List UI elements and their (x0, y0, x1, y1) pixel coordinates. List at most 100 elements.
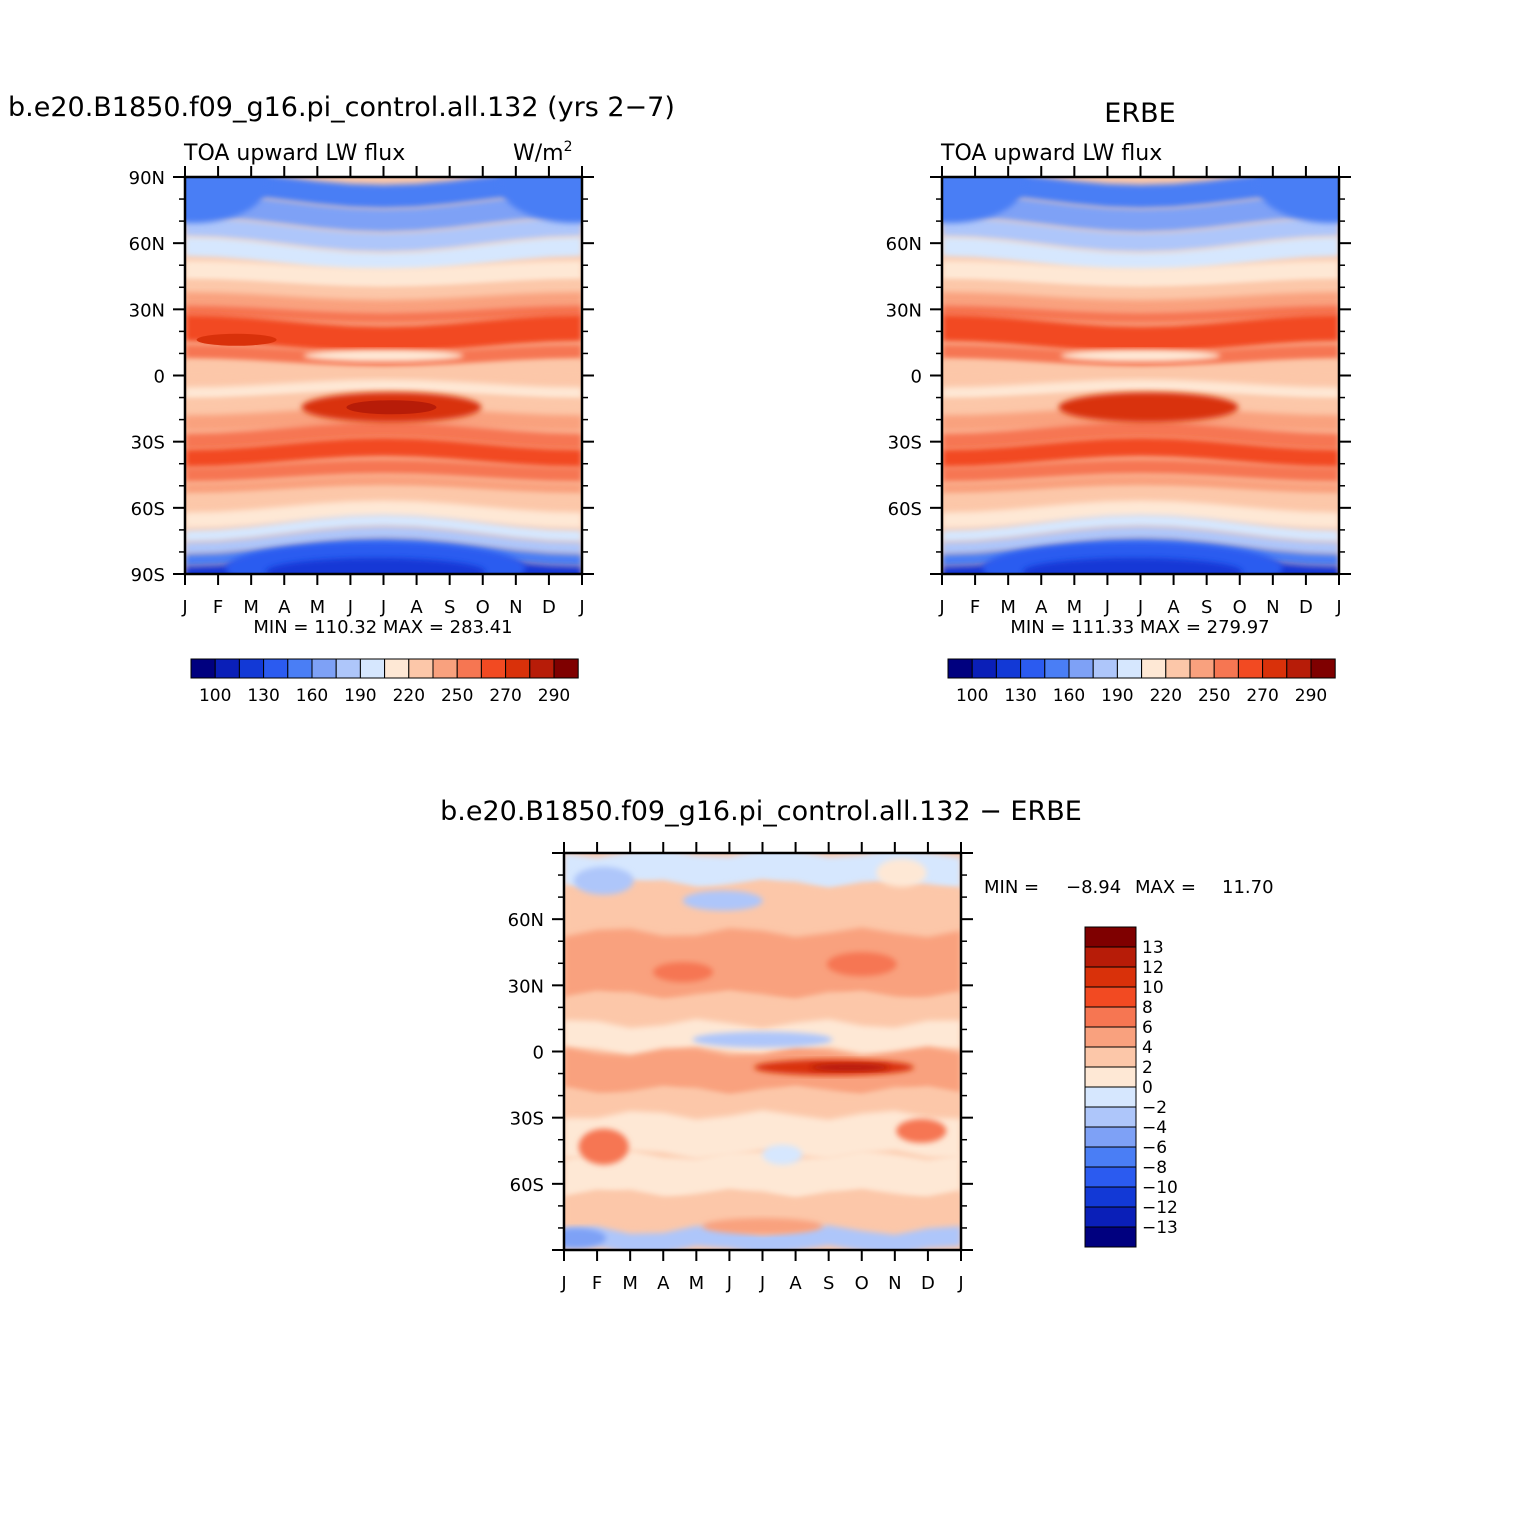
month-tick-label: S (823, 1273, 834, 1294)
panel-diff-max-label: MAX = (1135, 877, 1196, 898)
lat-tick-label: 30N (886, 300, 922, 321)
lat-tick-label: 0 (154, 367, 165, 388)
month-tick-label: S (444, 597, 455, 618)
panel-model-colorbar: 100 130 160 190 220 250 270 290 (190, 658, 579, 706)
colorbar-label: 130 (247, 686, 279, 706)
lat-tick-label: 30N (129, 300, 165, 321)
colorbar-swatch (1084, 986, 1137, 1008)
month-tick-label: J (726, 1273, 732, 1294)
lat-tick-label: 90N (129, 168, 165, 189)
month-tick-label: D (921, 1273, 935, 1294)
colorbar-label: 0 (1142, 1078, 1153, 1098)
colorbar-swatch (311, 658, 337, 679)
month-tick-label: J (578, 597, 584, 618)
colorbar-swatch (1084, 1126, 1137, 1148)
month-tick-label: J (181, 597, 187, 618)
lat-tick-label: 30S (131, 433, 165, 454)
month-tick-label: J (347, 597, 353, 618)
panel-obs-field (942, 177, 1339, 574)
colorbar-swatch (995, 658, 1022, 679)
colorbar-label: 250 (1198, 686, 1230, 706)
panel-obs-colorbar: 100 130 160 190 220 250 270 290 (947, 658, 1336, 706)
colorbar-swatch (190, 658, 216, 679)
month-tick-label: F (970, 597, 980, 618)
month-tick-label: M (310, 597, 326, 618)
lat-tick-label: 60S (131, 499, 165, 520)
colorbar-label: 270 (489, 686, 521, 706)
colorbar-swatch (1084, 1086, 1137, 1108)
month-tick-label: J (759, 1273, 765, 1294)
colorbar-swatch (1084, 966, 1137, 988)
colorbar-label: 100 (956, 686, 988, 706)
month-tick-label: O (476, 597, 490, 618)
panel-diff-title: b.e20.B1850.f09_g16.pi_control.all.132 −… (440, 796, 1082, 827)
colorbar-label: −6 (1142, 1138, 1167, 1158)
colorbar-swatch (1068, 658, 1094, 679)
colorbar-label: 190 (1101, 686, 1133, 706)
colorbar-label: −8 (1142, 1158, 1167, 1178)
colorbar-label: 2 (1142, 1058, 1153, 1078)
month-tick-label: N (888, 1273, 901, 1294)
colorbar-swatch (1044, 658, 1070, 679)
month-tick-label: O (1233, 597, 1247, 618)
month-tick-label: A (410, 597, 423, 618)
colorbar-swatch (505, 658, 531, 679)
colorbar-swatch (1310, 658, 1336, 679)
month-tick-label: J (1104, 597, 1110, 618)
panel-model-minmax: MIN = 110.32 MAX = 283.41 (253, 617, 512, 638)
panel-obs-minmax: MIN = 111.33 MAX = 279.97 (1010, 617, 1269, 638)
month-tick-label: M (1067, 597, 1083, 618)
panel-model-field (185, 177, 582, 574)
panel-model-units: W/m2 (513, 139, 573, 166)
colorbar-label: 290 (1295, 686, 1327, 706)
month-tick-label: J (938, 597, 944, 618)
colorbar-label: 8 (1142, 998, 1153, 1018)
lat-tick-label: 60N (129, 234, 165, 255)
month-tick-label: J (560, 1273, 566, 1294)
panel-diff-ticks (552, 842, 973, 1261)
colorbar-label: 10 (1142, 978, 1164, 998)
lat-tick-label: 60S (510, 1175, 544, 1196)
colorbar-label: 130 (1004, 686, 1036, 706)
month-tick-label: M (1000, 597, 1016, 618)
panel-obs-lat-labels: 60N 30N 0 30S 60S (886, 234, 922, 520)
colorbar-label: 220 (1150, 686, 1182, 706)
panel-diff-min-label: MIN = (984, 877, 1039, 898)
colorbar-label: 13 (1142, 938, 1164, 958)
colorbar-swatch (1165, 658, 1191, 679)
lat-tick-label: 0 (533, 1043, 544, 1064)
lat-tick-label: 60N (886, 234, 922, 255)
month-tick-label: D (1299, 597, 1313, 618)
month-tick-label: N (509, 597, 522, 618)
month-tick-label: J (957, 1273, 963, 1294)
colorbar-swatch (1084, 1106, 1137, 1128)
month-tick-label: A (1035, 597, 1048, 618)
colorbar-label: 4 (1142, 1038, 1153, 1058)
month-tick-label: J (1335, 597, 1341, 618)
panel-obs-ticks (930, 166, 1351, 585)
colorbar-swatch (1084, 1146, 1137, 1168)
colorbar-swatch (1141, 658, 1167, 679)
colorbar-label: 6 (1142, 1018, 1153, 1038)
colorbar-swatch (1084, 926, 1137, 948)
panel-diff-field (564, 853, 961, 1250)
lat-tick-label: 30N (508, 976, 544, 997)
colorbar-label: −10 (1142, 1178, 1178, 1198)
month-tick-label: M (689, 1273, 705, 1294)
colorbar-swatch (335, 658, 361, 679)
month-tick-label: S (1201, 597, 1212, 618)
panel-diff-max-value: 11.70 (1222, 877, 1274, 898)
colorbar-swatch (214, 658, 240, 679)
colorbar-swatch (1237, 658, 1264, 679)
colorbar-swatch (287, 658, 313, 679)
lat-tick-label: 90S (131, 565, 165, 586)
month-tick-label: J (380, 597, 386, 618)
month-tick-label: A (278, 597, 291, 618)
panel-obs-variable: TOA upward LW flux (940, 141, 1162, 166)
colorbar-label: −2 (1142, 1098, 1167, 1118)
colorbar-swatch (456, 658, 482, 679)
panel-obs: ERBE TOA upward LW flux 60N 30N 0 30S 60S J F… (886, 98, 1351, 706)
colorbar-swatch (1213, 658, 1239, 679)
